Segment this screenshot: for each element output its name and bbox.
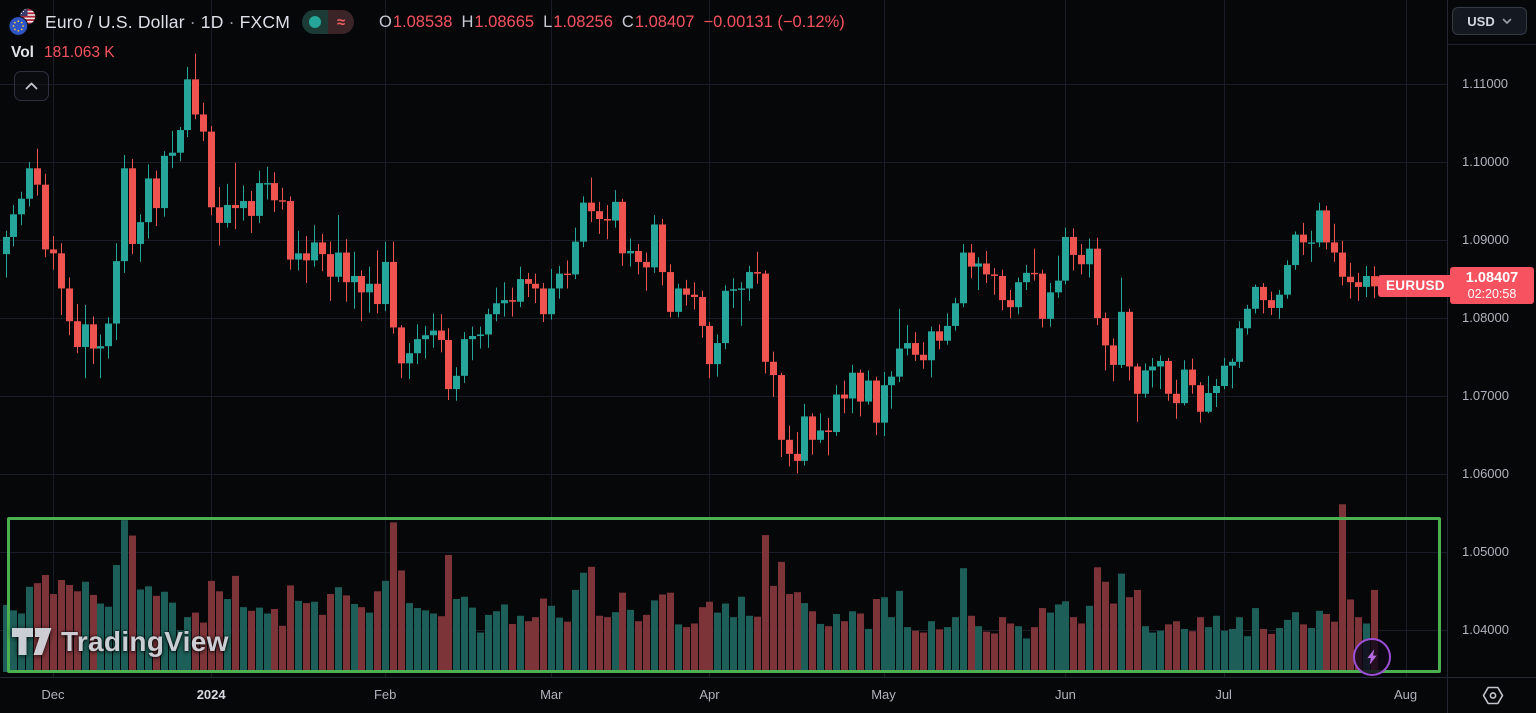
low-value: 1.08256 — [553, 12, 613, 31]
symbol-price-flag: EURUSD — [1378, 275, 1453, 298]
volume-highlight-rectangle[interactable] — [7, 517, 1441, 673]
watermark-text: TradingView — [61, 626, 229, 657]
time-tick-label: Aug — [1393, 687, 1418, 702]
symbol-title[interactable]: Euro / U.S. Dollar · 1D · FXCM — [45, 12, 290, 33]
price-tick-label: 1.06000 — [1462, 466, 1509, 482]
ohlc-readout: O 1.08538 H 1.08665 L 1.08256 C 1.08407 −0.0… — [370, 13, 845, 32]
lightning-icon — [1367, 649, 1377, 665]
tradingview-logo-icon — [12, 628, 52, 655]
market-open-dot-icon — [309, 16, 321, 28]
separator-dot: · — [228, 11, 235, 32]
volume-label: Vol — [11, 44, 34, 61]
time-tick-label: Mar — [540, 687, 563, 702]
time-tick-label: 2024 — [196, 687, 226, 702]
exchange: FXCM — [239, 11, 290, 32]
currency-cell: USD — [1447, 0, 1536, 45]
axis-settings-corner[interactable] — [1447, 677, 1536, 713]
open-label: O — [379, 12, 392, 31]
currency-label: USD — [1467, 13, 1495, 29]
chevron-down-icon — [1502, 18, 1512, 24]
watermark: TradingView — [12, 626, 229, 658]
last-price-value: 1.08407 — [1465, 270, 1519, 287]
lightning-button[interactable] — [1353, 638, 1391, 676]
high-value: 1.08665 — [474, 12, 535, 31]
time-tick-label: May — [871, 687, 896, 702]
last-price-label: 1.08407 02:20:58 — [1450, 267, 1534, 305]
price-tick-label: 1.09000 — [1462, 232, 1509, 248]
time-tick-label: Jun — [1054, 687, 1076, 702]
open-value: 1.08538 — [392, 12, 453, 31]
close-label: C — [621, 12, 634, 31]
time-axis[interactable]: Dec 2024 Feb Mar Apr May Jun Jul Aug — [0, 677, 1447, 713]
price-axis[interactable]: 1.08407 02:20:58 1.11000 1.10000 1.09000 1.… — [1447, 0, 1536, 677]
low-label: L — [543, 12, 553, 31]
eur-usd-flag-icon — [8, 7, 37, 36]
currency-dropdown[interactable]: USD — [1452, 7, 1527, 35]
close-value: 1.08407 — [634, 12, 695, 31]
separator-dot: · — [189, 11, 196, 32]
chevron-up-icon — [25, 82, 38, 90]
time-tick-label: Jul — [1215, 687, 1232, 702]
price-tick-label: 1.08000 — [1462, 310, 1509, 326]
price-tick-label: 1.04000 — [1462, 622, 1509, 638]
gear-icon — [1482, 686, 1503, 705]
time-tick-label: Apr — [699, 687, 720, 702]
market-status-toggle[interactable]: ≈ — [302, 10, 354, 34]
candlestick-volume-canvas[interactable] — [0, 0, 1447, 677]
bar-countdown: 02:20:58 — [1467, 287, 1517, 302]
time-tick-label: Feb — [373, 687, 397, 702]
market-open-indicator — [302, 10, 328, 34]
symbol-name: Euro / U.S. Dollar — [45, 11, 185, 32]
legend-collapse-button[interactable] — [14, 71, 49, 101]
price-tick-label: 1.10000 — [1462, 154, 1509, 170]
price-tick-label: 1.05000 — [1462, 544, 1509, 560]
timeframe: 1D — [200, 11, 224, 32]
high-label: H — [461, 12, 474, 31]
delayed-data-indicator: ≈ — [328, 10, 354, 34]
delayed-data-icon: ≈ — [336, 13, 346, 31]
time-tick-label: Dec — [41, 687, 65, 702]
volume-legend: Vol 181.063 K — [11, 44, 115, 62]
price-tick-label: 1.07000 — [1462, 388, 1509, 404]
price-tick-label: 1.11000 — [1462, 76, 1509, 92]
volume-value: 181.063 K — [43, 44, 115, 61]
change-value: −0.00131 (−0.12%) — [703, 12, 845, 31]
